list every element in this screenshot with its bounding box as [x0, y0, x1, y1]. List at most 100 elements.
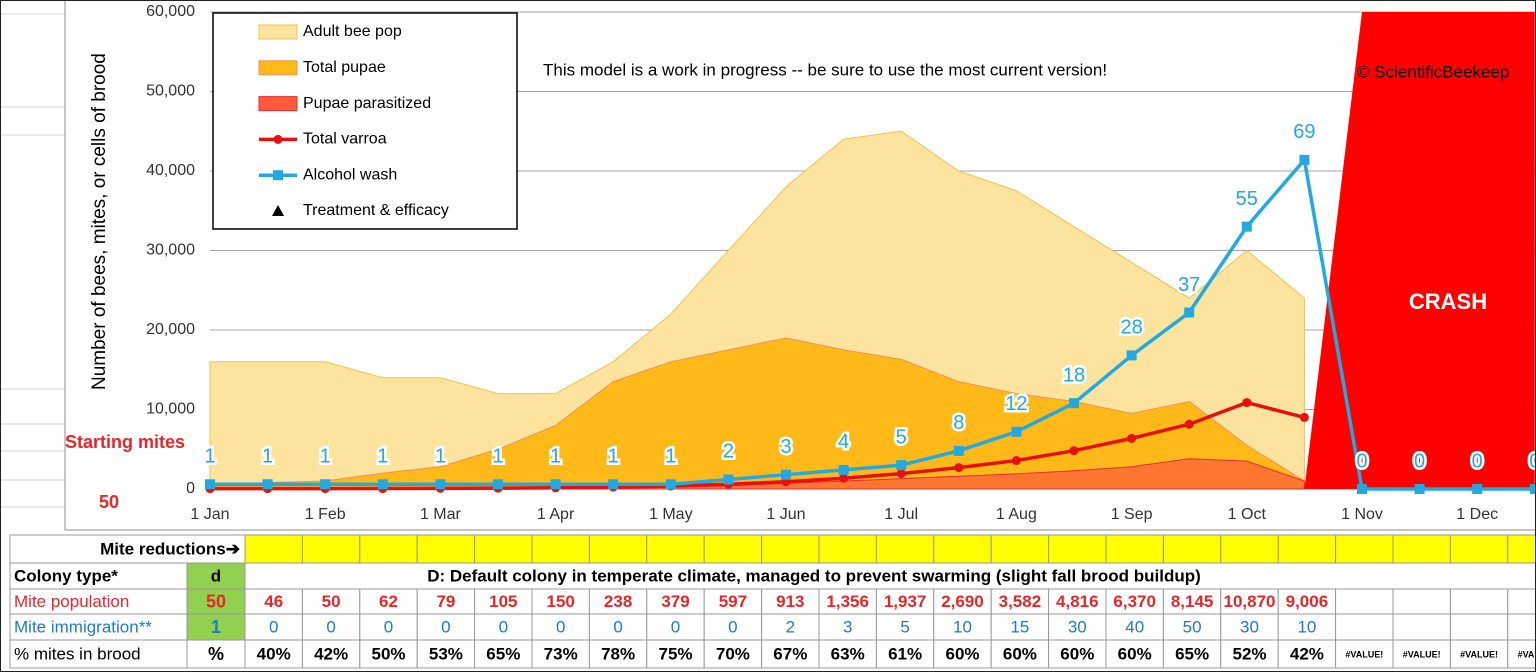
cell: [301, 613, 361, 641]
table: Mite reductions➔ Colony type* d D: Default …: [9, 534, 1536, 669]
cell: [531, 588, 590, 615]
line: [210, 155, 1535, 491]
cell: [474, 534, 533, 564]
cell: [1335, 588, 1394, 615]
cell: [1507, 613, 1536, 641]
cell: [1335, 534, 1394, 564]
data-label: 1: [550, 446, 561, 468]
cell: [875, 534, 935, 564]
y-tick-label: 20,000: [146, 321, 195, 338]
cell-value: 62: [379, 592, 398, 611]
data-label: 1: [435, 446, 446, 468]
x-tick-label: 1 Feb: [305, 506, 346, 523]
cell-value: 78%: [601, 644, 635, 663]
crash-area: [1304, 12, 1535, 489]
row-start: 50: [206, 591, 226, 611]
cell-value: #VALUE!: [1345, 649, 1383, 659]
cell: [416, 534, 476, 564]
data-label: 0: [1356, 450, 1367, 472]
x-tick-label: 1 May: [649, 506, 693, 523]
cell: [1277, 613, 1337, 641]
cell: [474, 613, 533, 641]
marker: [1299, 412, 1309, 422]
cell-value: 913: [776, 592, 804, 611]
cell-value: 73%: [544, 644, 578, 663]
cell: [875, 588, 935, 615]
cell-value: 30: [1240, 617, 1259, 636]
data-label: 1: [492, 446, 503, 468]
cell-value: 53%: [429, 644, 463, 663]
cell-value: 6,370: [1113, 592, 1156, 611]
cell: [186, 613, 246, 641]
marker: [1069, 398, 1079, 409]
y-tick-label: 50,000: [146, 83, 195, 100]
cell-value: 50: [322, 592, 341, 611]
colony-description: D: Default colony in temperate climate, …: [427, 566, 1201, 585]
line: [209, 400, 1305, 491]
cell: [818, 534, 877, 564]
cell: [1392, 534, 1451, 564]
cell-value: 60%: [945, 644, 979, 663]
cell: [818, 613, 877, 641]
cell-value: 60%: [1060, 644, 1094, 663]
cell: [359, 534, 418, 564]
cell-value: 0: [728, 617, 737, 636]
marker: [1184, 419, 1194, 429]
x-tick-label: 1 Oct: [1228, 506, 1267, 523]
marker: [1011, 456, 1021, 466]
cell-value: 50: [1183, 617, 1202, 636]
marker: [550, 479, 561, 490]
legend-label: Treatment & efficacy: [303, 202, 449, 219]
data-label: 0: [1529, 450, 1536, 472]
cell-value: 379: [661, 592, 689, 611]
cell: [474, 639, 533, 669]
cell-value: 65%: [486, 644, 520, 663]
y-tick-label: 60,000: [146, 3, 195, 20]
x-tick-label: 1 Jul: [884, 506, 918, 523]
cell-value: 10: [1297, 617, 1316, 636]
data-label: 5: [896, 426, 907, 448]
cell-value: 0: [326, 617, 335, 636]
cell: [244, 639, 303, 669]
data-label: 0: [1472, 450, 1483, 472]
starting-mites-value: 50: [99, 492, 119, 512]
marker: [262, 479, 273, 490]
cell-value: 0: [556, 617, 565, 636]
cell: [703, 588, 763, 615]
legend-swatch: [258, 60, 298, 76]
cell: [703, 613, 763, 641]
cell-value: 0: [613, 617, 622, 636]
cell: [933, 639, 992, 669]
cell: [1449, 534, 1509, 564]
cell: [1507, 639, 1536, 669]
marker: [1184, 307, 1195, 318]
cell: [703, 534, 763, 564]
data-label: 3: [780, 436, 791, 458]
cell: [244, 534, 303, 564]
marker: [1011, 426, 1022, 437]
cell-value: 70%: [716, 644, 750, 663]
row-label: Colony type*: [14, 566, 118, 585]
data-label: 69: [1293, 121, 1315, 143]
cell-value: 61%: [888, 644, 922, 663]
data-label: 8: [953, 412, 964, 434]
cell: [359, 588, 418, 615]
starting-mites-label: Starting mites: [65, 432, 185, 452]
data-label: 4: [838, 431, 849, 453]
y-tick-label: 30,000: [146, 242, 195, 259]
marker: [1357, 484, 1367, 494]
cell-value: 0: [671, 617, 680, 636]
cell: [359, 613, 418, 641]
legend-items: Adult bee pop Total pupae Pupae parasitize…: [258, 23, 449, 219]
data-label: 1: [320, 446, 331, 468]
marker: [1241, 221, 1252, 232]
cell-value: 46: [264, 592, 283, 611]
cell-value: 9,006: [1286, 592, 1329, 611]
marker: [1127, 433, 1137, 443]
copyright: © ScientificBeekeep: [1357, 62, 1509, 81]
cell: [1162, 588, 1222, 615]
x-tick-label: 1 Mar: [420, 506, 462, 523]
data-label: 18: [1063, 364, 1085, 386]
cell: [933, 534, 992, 564]
cell-value: #VALUE!: [1460, 649, 1498, 659]
